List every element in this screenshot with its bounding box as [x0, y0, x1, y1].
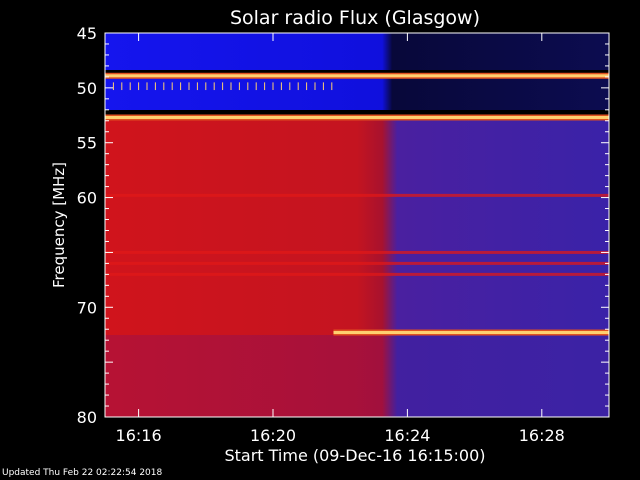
- bright-band: [333, 331, 609, 335]
- y-tick-label: 45: [77, 24, 97, 43]
- upper-blue-region: [105, 33, 609, 70]
- y-tick-labels: 45 50 55 60 70 80: [77, 24, 97, 427]
- y-tick-label: 55: [77, 134, 97, 153]
- emission-bands: [105, 72, 609, 336]
- y-tick-label: 70: [77, 298, 97, 317]
- updated-timestamp: Updated Thu Feb 22 02:22:54 2018: [2, 468, 163, 478]
- time-stripes: [112, 82, 333, 91]
- x-tick-label: 16:16: [116, 426, 162, 445]
- red-band: [105, 261, 609, 265]
- red-band: [105, 250, 609, 254]
- plot-frame: [104, 32, 610, 418]
- chart-title: Solar radio Flux (Glasgow): [230, 7, 480, 29]
- bright-band: [105, 115, 609, 119]
- y-tick-label: 50: [77, 79, 97, 98]
- y-tick-label: 80: [77, 408, 97, 427]
- bright-band: [105, 74, 609, 78]
- x-tick-label: 16:28: [519, 426, 565, 445]
- x-tick-label: 16:20: [250, 426, 296, 445]
- y-axis-label: Frequency [MHz]: [50, 162, 68, 288]
- axis-ticks: [105, 32, 609, 418]
- red-band: [105, 272, 609, 276]
- x-tick-label: 16:24: [384, 426, 430, 445]
- y-tick-label: 60: [77, 189, 97, 208]
- x-axis-label: Start Time (09-Dec-16 16:15:00): [224, 446, 485, 465]
- plot-area: [104, 32, 610, 418]
- lower-mid-region: [105, 335, 609, 417]
- red-band: [105, 193, 609, 197]
- x-tick-labels: 16:16 16:20 16:24 16:28: [116, 426, 565, 445]
